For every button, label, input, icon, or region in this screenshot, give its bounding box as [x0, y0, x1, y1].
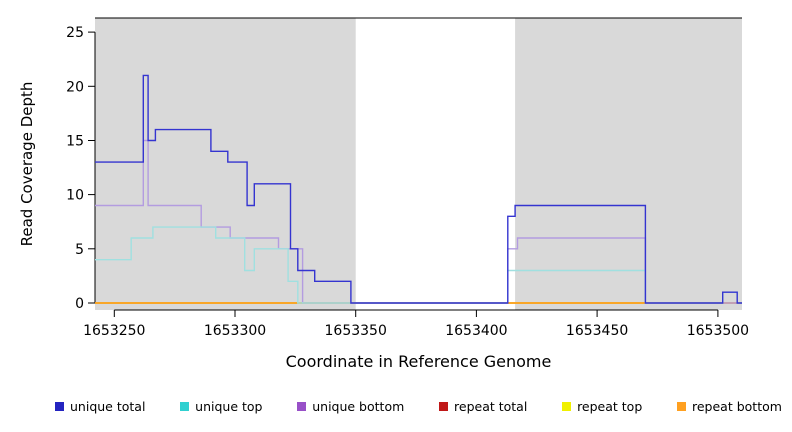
x-tick-label: 1653500 — [687, 323, 749, 339]
x-tick-label: 1653300 — [204, 323, 266, 339]
y-tick-label: 5 — [75, 242, 84, 258]
legend: unique total unique top unique bottom re… — [55, 399, 782, 414]
x-tick-label: 1653450 — [566, 323, 628, 339]
y-tick-label: 20 — [66, 79, 84, 95]
legend-label: repeat total — [454, 399, 528, 414]
x-tick-label: 1653350 — [325, 323, 387, 339]
unique-top-swatch-icon — [180, 402, 190, 411]
legend-item-repeat-top: repeat top — [562, 399, 642, 414]
legend-item-unique-total: unique total — [55, 399, 145, 414]
shaded-region — [95, 18, 356, 310]
y-tick-label: 0 — [75, 296, 84, 312]
x-tick-label: 1653250 — [83, 323, 145, 339]
y-tick-label: 10 — [66, 188, 84, 204]
x-tick-label: 1653400 — [445, 323, 507, 339]
unique-bottom-swatch-icon — [297, 402, 307, 411]
series-unique-total — [95, 74, 742, 304]
legend-item-unique-bottom: unique bottom — [297, 399, 404, 414]
legend-label: repeat bottom — [692, 399, 782, 414]
repeat-bottom-swatch-icon — [677, 402, 686, 411]
legend-label: repeat top — [577, 399, 643, 414]
legend-label: unique bottom — [312, 399, 405, 414]
shaded-region — [515, 18, 742, 310]
legend-item-repeat-total: repeat total — [439, 399, 527, 414]
repeat-total-swatch-icon — [439, 402, 449, 411]
unique-total-swatch-icon — [55, 402, 64, 411]
coverage-plot: 0 5 10 15 20 25 1653250 1653300 1653350 1653400 16… — [66, 17, 749, 339]
legend-label: unique top — [195, 399, 263, 414]
y-tick-label: 15 — [66, 134, 84, 150]
y-axis-title: Read Coverage Depth — [18, 81, 36, 247]
repeat-top-swatch-icon — [562, 402, 572, 411]
series-unique-bottom — [95, 139, 742, 304]
legend-label: unique total — [70, 399, 146, 414]
y-tick-label: 25 — [66, 25, 84, 41]
legend-item-unique-top: unique top — [180, 399, 262, 414]
legend-item-repeat-bottom: repeat bottom — [677, 399, 782, 414]
x-axis-title: Coordinate in Reference Genome — [285, 352, 552, 371]
